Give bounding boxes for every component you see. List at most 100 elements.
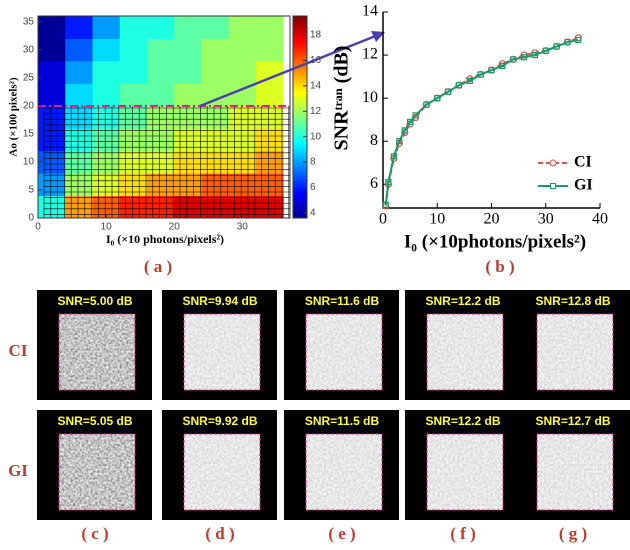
heat-cell (174, 196, 202, 219)
colorbar-label: 6 (310, 182, 316, 193)
heat-cell (201, 38, 229, 61)
image-noise (59, 434, 135, 510)
snr-label: SNR=9.94 dB (182, 294, 257, 308)
colorbar-label: 14 (310, 81, 322, 92)
heat-cell (201, 128, 229, 151)
y-tick-label: 10 (23, 157, 35, 168)
heat-cell (229, 83, 257, 106)
y-tick-label: 14 (362, 3, 378, 20)
x-tick-label: 30 (538, 211, 554, 228)
heat-cell (38, 151, 66, 174)
y-tick-label: 10 (362, 89, 378, 106)
snr-label: SNR=12.2 dB (425, 414, 500, 428)
heat-cell (120, 128, 148, 151)
colorbar-label: 8 (310, 157, 316, 168)
image-noise (537, 434, 613, 510)
heat-cell (256, 61, 284, 84)
heat-cell (147, 151, 175, 174)
image-noise (306, 314, 382, 390)
y-axis-label: Ao (×100 pixels²) (8, 77, 20, 157)
caption: ( e ) (328, 524, 355, 543)
colorbar-label: 10 (310, 131, 322, 142)
heat-cell (256, 38, 284, 61)
heat-cell (174, 151, 202, 174)
figure: 010203005101520253035I₀ (×10 photons/pix… (0, 0, 630, 550)
heat-cell (147, 128, 175, 151)
heat-cell (65, 16, 93, 39)
y-tick-label: 15 (23, 128, 35, 139)
heat-cell (229, 61, 257, 84)
heat-cell (65, 196, 93, 219)
heat-cell (256, 151, 284, 174)
x-tick-label: 0 (379, 211, 387, 228)
caption: ( c ) (81, 524, 108, 543)
heat-cell (229, 38, 257, 61)
caption: ( g ) (559, 524, 587, 543)
snr-label: SNR=11.6 dB (305, 294, 380, 308)
caption: ( f ) (450, 524, 475, 543)
heat-cell (256, 16, 284, 39)
heat-cell (201, 16, 229, 39)
heat-cell (201, 106, 229, 129)
heat-cell (120, 106, 148, 129)
heat-cell (38, 196, 66, 219)
heat-cell (174, 128, 202, 151)
heat-cell (147, 38, 175, 61)
heat-cell (38, 38, 66, 61)
heat-cell (38, 106, 66, 129)
image-noise (184, 314, 260, 390)
heat-cell (174, 61, 202, 84)
snr-label: SNR=12.2 dB (425, 294, 500, 308)
image-noise (537, 314, 613, 390)
x-axis-label: I₀ (×10photons/pixels²) (404, 231, 586, 252)
heat-cell (147, 16, 175, 39)
snr-label: SNR=12.7 dB (535, 414, 610, 428)
heat-cell (92, 16, 120, 39)
heat-cell (147, 83, 175, 106)
heat-cell (120, 173, 148, 196)
heat-cell (92, 173, 120, 196)
caption: ( b ) (485, 257, 514, 276)
x-tick-label: 40 (592, 211, 608, 228)
heat-cell (256, 173, 284, 196)
heat-cell (229, 128, 257, 151)
heat-cell (38, 173, 66, 196)
heat-cell (120, 83, 148, 106)
heat-cell (229, 106, 257, 129)
heat-cell (38, 83, 66, 106)
snr-label: SNR=12.8 dB (535, 294, 610, 308)
row-label: GI (8, 461, 28, 480)
y-tick-label: 8 (370, 132, 378, 149)
heat-cell (174, 83, 202, 106)
heat-cell (256, 128, 284, 151)
heat-cell (256, 196, 284, 219)
row-label: CI (9, 341, 28, 360)
caption: ( d ) (205, 524, 234, 543)
heat-cell (38, 16, 66, 39)
colorbar-label: 18 (310, 30, 322, 41)
y-tick-label: 0 (28, 213, 34, 224)
heat-cell (147, 61, 175, 84)
y-tick-label: 20 (23, 100, 35, 111)
heat-cell (65, 83, 93, 106)
heat-cell (174, 106, 202, 129)
heat-cell (65, 38, 93, 61)
heat-cell (92, 83, 120, 106)
y-tick-label: 5 (28, 185, 34, 196)
image-noise (59, 314, 135, 390)
heat-cell (92, 61, 120, 84)
heat-cell (38, 128, 66, 151)
heat-cell (92, 106, 120, 129)
series-line (386, 40, 579, 205)
x-axis-label: I₀ (×10 photons/pixels²) (106, 232, 224, 246)
snr-label: SNR=9.92 dB (182, 414, 257, 428)
heat-cell (147, 196, 175, 219)
heat-cell (174, 16, 202, 39)
x-tick-label: 10 (429, 211, 445, 228)
y-axis-label: SNRᵗʳᵃⁿ (dB) (331, 46, 353, 151)
heat-cell (229, 16, 257, 39)
y-tick-label: 6 (370, 175, 378, 192)
image-grid: CIGISNR=5.00 dBSNR=9.94 dBSNR=11.6 dBSNR… (8, 290, 630, 543)
series-line (386, 38, 579, 206)
